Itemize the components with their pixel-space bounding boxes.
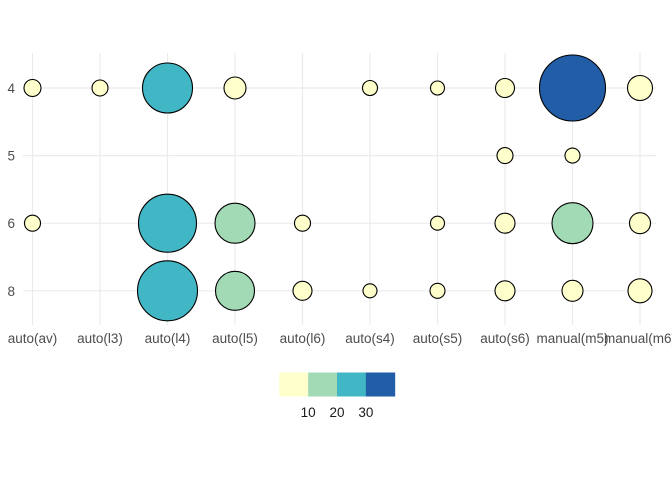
legend-break-label: 30 [358, 405, 373, 420]
count-bubble [494, 280, 516, 302]
count-bubble [429, 215, 446, 231]
count-bubble [136, 260, 199, 322]
count-bubble [137, 193, 198, 253]
count-bubble [564, 147, 581, 164]
y-axis-tick-label: 8 [7, 284, 15, 299]
count-bubble [141, 62, 194, 114]
count-bubble [561, 279, 584, 302]
y-axis-tick-label: 6 [7, 216, 15, 231]
count-bubble [292, 280, 313, 301]
legend-break-label: 10 [301, 405, 316, 420]
x-axis-tick-label: auto(l3) [77, 331, 123, 346]
count-bubble [429, 80, 446, 96]
x-axis-tick-label: auto(s4) [345, 331, 395, 346]
x-axis-tick-label: auto(l4) [145, 331, 191, 346]
x-axis-tick-label: manual(m6) [604, 331, 672, 346]
x-axis-tick-label: auto(l5) [212, 331, 258, 346]
bubble-layer [23, 54, 654, 322]
count-bubble [551, 202, 594, 245]
count-bubble [429, 282, 446, 299]
x-axis-tick-label: manual(m5) [536, 331, 608, 346]
count-bubble [626, 74, 654, 102]
x-axis-labels: auto(av) auto(l3) auto(l4) auto(l5) auto(l6)… [8, 331, 672, 346]
legend-color-bin [337, 372, 367, 397]
count-bubble [362, 283, 378, 299]
count-bubble [628, 212, 652, 235]
legend-colorsteps: 10 20 30 [279, 372, 396, 420]
count-bubble [494, 212, 516, 234]
count-bubble [23, 214, 42, 232]
count-bubble [214, 202, 256, 244]
count-bubble [223, 76, 247, 100]
x-axis-tick-label: auto(av) [8, 331, 58, 346]
x-axis-tick-label: auto(s5) [413, 331, 463, 346]
x-axis-tick-label: auto(s6) [480, 331, 530, 346]
count-bubble [293, 214, 312, 232]
y-axis-tick-label: 5 [7, 149, 15, 164]
legend-color-bin [279, 372, 309, 397]
y-axis-tick-label: 4 [7, 81, 15, 96]
count-bubble [538, 54, 607, 122]
count-bubble [91, 79, 109, 97]
y-axis-labels: 4 5 6 8 [7, 81, 15, 299]
count-bubble [214, 270, 256, 311]
count-bubble [23, 78, 42, 98]
legend-break-label: 20 [329, 405, 344, 420]
count-bubble [627, 278, 653, 304]
legend-color-bin [365, 372, 396, 397]
grid-layer [23, 53, 656, 325]
count-bubble [361, 79, 379, 97]
legend-color-bin [308, 372, 338, 397]
count-bubble [496, 147, 514, 165]
x-axis-tick-label: auto(l6) [280, 331, 326, 346]
count-bubble [494, 77, 516, 99]
